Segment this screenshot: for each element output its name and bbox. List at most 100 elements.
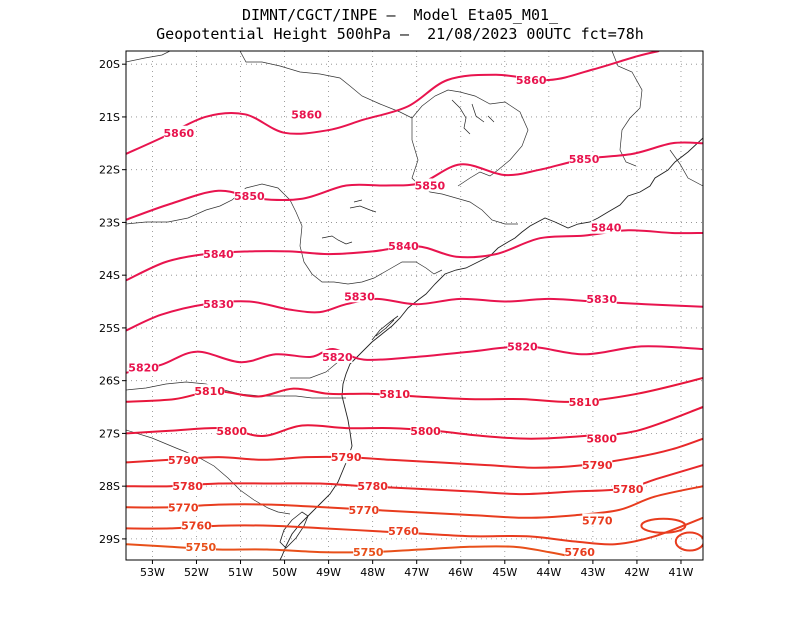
contour-label-backing <box>516 73 547 87</box>
contour-label-backing <box>203 297 234 311</box>
y-tick-label: 21S <box>99 111 120 124</box>
x-tick-label: 43W <box>580 566 605 579</box>
contour-label-5810: 5810 <box>194 385 225 398</box>
contour-label-5820: 5820 <box>322 351 353 364</box>
y-tick-label: 22S <box>99 164 120 177</box>
contour-label-backing <box>388 239 419 253</box>
contour-closed-cell <box>640 517 687 534</box>
reservoirs <box>321 99 495 245</box>
contour-label-backing <box>569 394 600 408</box>
contour-label-backing <box>291 107 322 121</box>
contour-label-backing <box>322 349 353 363</box>
contour-label-5840: 5840 <box>591 222 622 235</box>
contour-label-backing <box>234 189 265 203</box>
contour-label-backing <box>564 545 595 559</box>
contour-label-backing <box>507 339 538 353</box>
contour-label-backing <box>410 423 441 437</box>
bay-outline <box>371 315 399 341</box>
axis-ticks: 20S 21S 22S 23S 24S 25S 26S 27S 28S 29S 53W 52W 51W 5… <box>99 58 694 579</box>
contour-label-backing <box>216 423 247 437</box>
contour-label-backing <box>582 458 613 472</box>
contour-label-5830: 5830 <box>586 293 617 306</box>
contour-label-backing <box>388 523 419 537</box>
x-tick-label: 50W <box>272 566 297 579</box>
contour-label-backing <box>128 360 159 374</box>
contour-label-5840: 5840 <box>203 248 234 261</box>
contour-5770 <box>126 485 703 519</box>
y-tick-label: 26S <box>99 375 120 388</box>
contour-label-5860: 5860 <box>291 108 322 121</box>
contour-label-5850: 5850 <box>415 180 446 193</box>
contour-label-backing <box>168 500 199 514</box>
contour-label-5750: 5750 <box>186 541 217 554</box>
contour-label-backing <box>353 545 384 559</box>
contour-label-backing <box>414 178 445 192</box>
y-tick-label: 28S <box>99 480 120 493</box>
title-line-2: Geopotential Height 500hPa – 21/08/2023 … <box>156 25 644 43</box>
contour-label-5790: 5790 <box>168 454 199 467</box>
contour-label-5780: 5780 <box>357 480 388 493</box>
x-tick-label: 48W <box>360 566 385 579</box>
contour-label-backing <box>331 450 362 464</box>
contour-label-5820: 5820 <box>507 340 538 353</box>
contour-5860 <box>126 51 660 155</box>
y-tick-label: 20S <box>99 58 120 71</box>
x-tick-label: 45W <box>492 566 517 579</box>
contour-label-backing <box>344 289 375 303</box>
lagoon-outline <box>279 511 309 549</box>
contour-label-5770: 5770 <box>168 501 199 514</box>
contour-5790 <box>126 437 703 469</box>
contour-label-backing <box>357 479 388 493</box>
contour-label-5780: 5780 <box>613 483 644 496</box>
contour-label-backing <box>591 220 622 234</box>
contour-label-5770: 5770 <box>349 504 380 517</box>
contour-label-5850: 5850 <box>234 190 265 203</box>
x-tick-label: 41W <box>669 566 694 579</box>
y-tick-label: 24S <box>99 269 120 282</box>
contour-label-5750: 5750 <box>353 546 384 559</box>
contour-label-backing <box>348 502 379 516</box>
x-tick-label: 47W <box>404 566 429 579</box>
contour-label-5820: 5820 <box>128 361 159 374</box>
contour-label-backing <box>569 152 600 166</box>
contour-label-5800: 5800 <box>410 425 441 438</box>
x-tick-label: 51W <box>228 566 253 579</box>
contour-label-5830: 5830 <box>203 298 234 311</box>
contour-label-backing <box>181 518 212 532</box>
contour-5820 <box>126 345 703 374</box>
contour-label-5860: 5860 <box>516 74 547 87</box>
contour-label-5810: 5810 <box>569 396 600 409</box>
y-tick-label: 29S <box>99 533 120 546</box>
contour-label-5840: 5840 <box>388 240 419 253</box>
x-tick-label: 52W <box>184 566 209 579</box>
contour-label-5790: 5790 <box>582 459 613 472</box>
contour-label-backing <box>194 384 225 398</box>
contour-label-5780: 5780 <box>172 480 203 493</box>
contour-label-backing <box>168 452 199 466</box>
x-tick-label: 49W <box>316 566 341 579</box>
contour-label-backing <box>172 479 203 493</box>
x-tick-label: 53W <box>140 566 165 579</box>
contour-label-backing <box>379 386 410 400</box>
contour-label-5760: 5760 <box>181 520 212 533</box>
contour-labels: 5860 5860 5860 5850 5850 5850 5840 5840 5840 5830… <box>128 73 703 559</box>
contour-label-5790: 5790 <box>331 451 362 464</box>
y-tick-label: 23S <box>99 216 120 229</box>
contour-closed-cell <box>674 531 703 552</box>
contour-label-5770: 5770 <box>582 514 613 527</box>
coastline <box>279 137 703 560</box>
contour-label-5760: 5760 <box>388 525 419 538</box>
geography-layer <box>126 51 703 560</box>
contour-label-5830: 5830 <box>344 290 375 303</box>
contour-label-backing <box>163 125 194 139</box>
contour-5760 <box>126 516 703 546</box>
y-tick-label: 27S <box>99 427 120 440</box>
contour-label-backing <box>586 431 617 445</box>
y-tick-label: 25S <box>99 322 120 335</box>
contour-label-5760: 5760 <box>564 546 595 559</box>
x-tick-label: 42W <box>624 566 649 579</box>
contour-label-backing <box>203 247 234 261</box>
contour-label-5810: 5810 <box>379 388 410 401</box>
x-tick-label: 44W <box>536 566 561 579</box>
